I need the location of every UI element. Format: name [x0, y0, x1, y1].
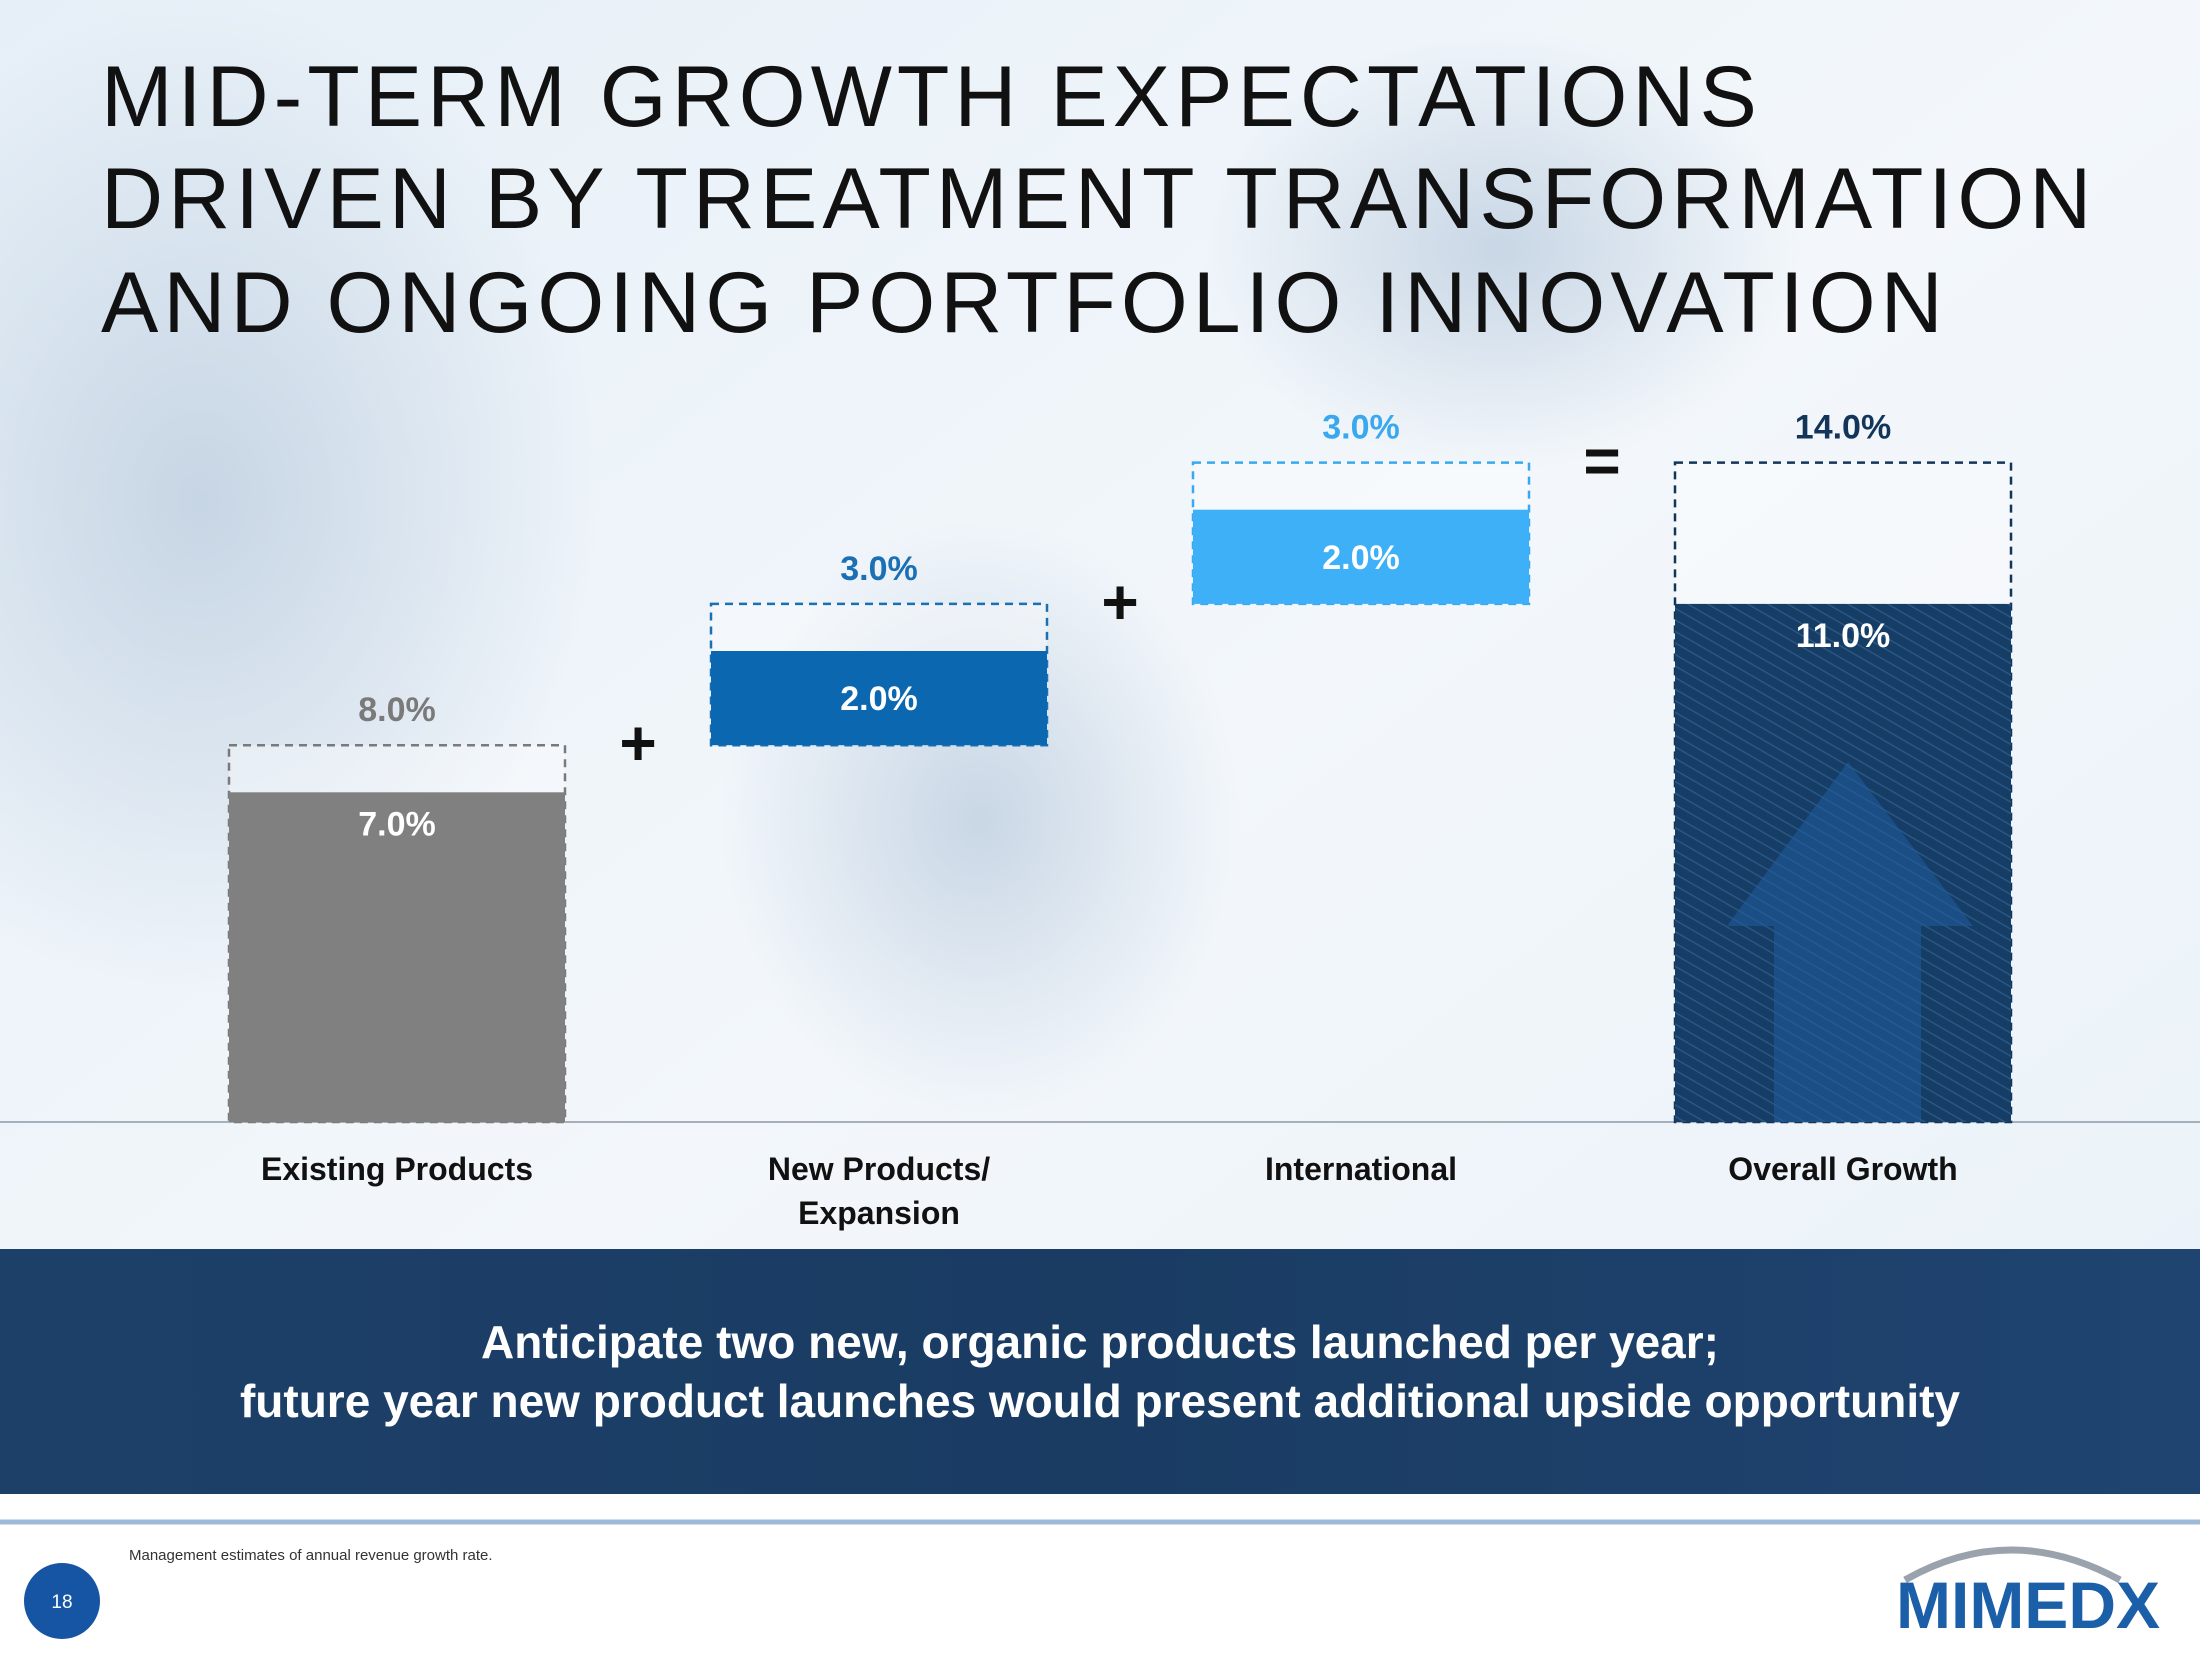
value-label: 2.0%: [840, 680, 918, 718]
bar: [1193, 509, 1529, 604]
page-badge: [24, 1563, 100, 1639]
value-label: 2.0%: [1322, 539, 1400, 577]
category-label: International: [1265, 1151, 1457, 1187]
background-blur: [0, 0, 600, 1000]
value-label: 8.0%: [358, 691, 436, 729]
chart: 8.0% 7.0% Existing Products 3.0% 2.0% New Pro…: [227, 409, 2013, 1231]
page-number: 18: [51, 1592, 72, 1613]
category-label: Existing Products: [261, 1151, 533, 1187]
bar: [229, 792, 565, 1122]
background-blur: [1200, 30, 1800, 470]
value-label: 14.0%: [1795, 409, 1891, 447]
footnote: Management estimates of annual revenue g…: [129, 1547, 493, 1564]
arrow-decoration: [1727, 762, 1973, 1122]
logo-arc: [1903, 1546, 2122, 1584]
title-line: MID-TERM GROWTH EXPECTATIONS: [101, 49, 1762, 145]
banner-text: future year new product launches would p…: [240, 1375, 1960, 1427]
operator: +: [1101, 566, 1138, 638]
title-line: AND ONGOING PORTFOLIO INNOVATION: [101, 255, 1948, 351]
value-label: 3.0%: [840, 550, 918, 588]
value-label: 11.0%: [1796, 617, 1891, 655]
banner-text: Anticipate two new, organic products lau…: [481, 1316, 1719, 1368]
operator: +: [619, 707, 656, 779]
footer-area: [0, 1494, 2200, 1658]
value-label: 7.0%: [358, 805, 436, 843]
title-line: DRIVEN BY TREATMENT TRANSFORMATION: [101, 151, 2096, 247]
logo: MIMEDX: [1896, 1568, 2160, 1642]
banner: [0, 1249, 2200, 1494]
title: MID-TERM GROWTH EXPECTATIONS DRIVEN BY T…: [101, 49, 2096, 351]
operator: =: [1583, 425, 1620, 497]
value-label: 3.0%: [1322, 409, 1400, 447]
category-label: Overall Growth: [1728, 1151, 1957, 1187]
bar: [711, 651, 1047, 746]
category-label: New Products/Expansion: [768, 1151, 990, 1231]
